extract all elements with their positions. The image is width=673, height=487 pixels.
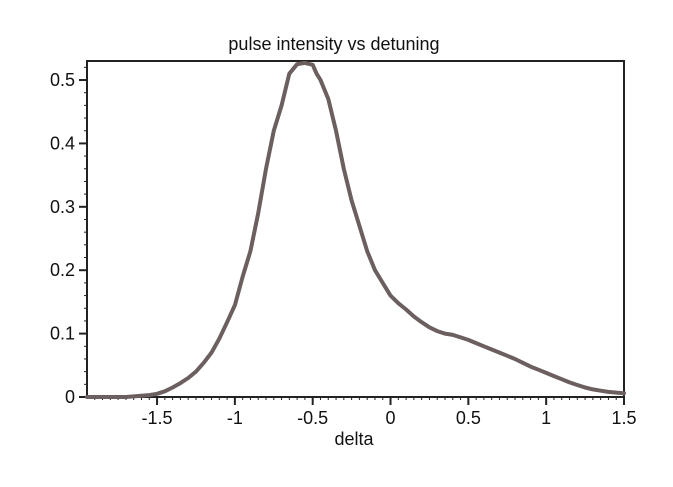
y-tick-label: 0.4 [50,133,75,153]
plot-frame [86,60,625,398]
chart-title: pulse intensity vs detuning [228,34,439,54]
x-tick-label: 0 [386,408,396,428]
plot-border [86,60,625,398]
y-tick-label: 0.2 [50,260,75,280]
x-tick-label: 1.5 [611,408,636,428]
y-tick-label: 0 [65,387,75,407]
x-tick-label: 1 [541,408,551,428]
x-axis-label: delta [334,429,374,449]
x-axis-ticks: -1.5 -1 -0.5 0 0.5 1 1.5 [142,397,637,428]
y-tick-label: 0.3 [50,197,75,217]
y-tick-label: 0.1 [50,324,75,344]
series-line [85,60,626,399]
y-axis-ticks: 0 0.1 0.2 0.3 0.4 0.5 [50,70,87,407]
x-tick-label: -1 [227,408,243,428]
x-tick-label: -1.5 [142,408,173,428]
y-tick-label: 0.5 [50,70,75,90]
x-tick-label: 0.5 [456,408,481,428]
minor-ticks [84,66,625,400]
x-tick-label: -0.5 [297,408,328,428]
